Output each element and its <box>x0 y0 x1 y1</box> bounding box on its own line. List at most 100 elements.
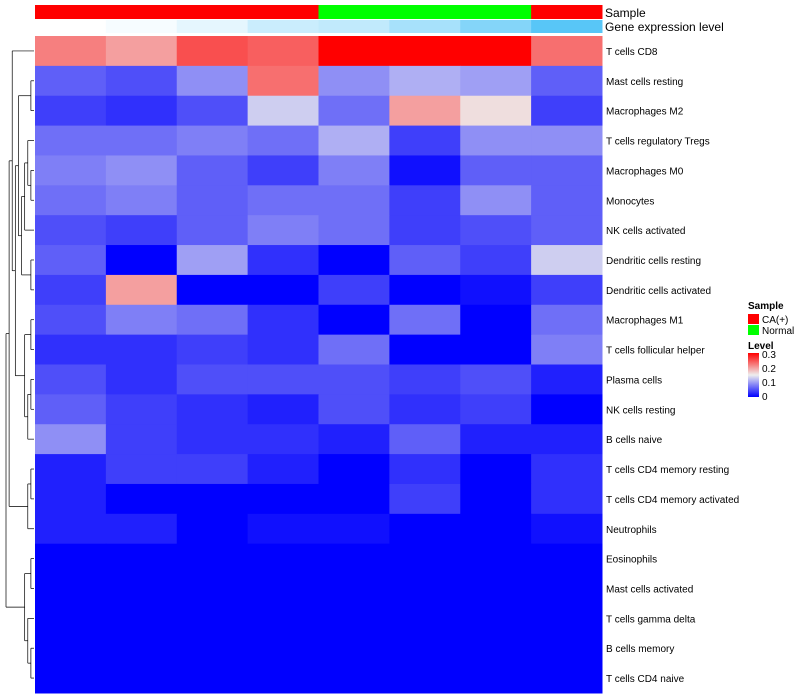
row-label: NK cells resting <box>606 405 675 416</box>
heatmap-cell <box>105 65 178 97</box>
annotation-expression-cell <box>389 20 461 33</box>
heatmap-cell <box>176 125 249 156</box>
heatmap-cell <box>247 65 319 97</box>
heatmap-cell <box>460 334 532 365</box>
heatmap-cell <box>389 633 461 664</box>
heatmap-cell <box>176 155 249 186</box>
heatmap-cell <box>318 513 390 545</box>
heatmap-cell <box>460 573 532 604</box>
heatmap-cell <box>105 663 178 694</box>
heatmap-cell <box>35 633 107 664</box>
heatmap-cell <box>389 185 461 216</box>
heatmap-cell <box>176 65 249 97</box>
legend-tick-0.2: 0.2 <box>762 364 776 375</box>
heatmap-cell <box>531 245 603 276</box>
row-dendrogram <box>5 50 34 679</box>
row-label: Macrophages M2 <box>606 107 684 118</box>
heatmap-cell <box>460 65 532 97</box>
heatmap-cell <box>318 36 390 67</box>
legend-tick-0.3: 0.3 <box>762 350 776 361</box>
heatmap-cell <box>105 95 178 127</box>
heatmap-cell <box>176 394 249 425</box>
heatmap-cell <box>105 245 178 276</box>
row-label: T cells CD4 naive <box>606 674 685 685</box>
heatmap-cell <box>247 185 319 216</box>
heatmap-cell <box>35 125 107 156</box>
heatmap-cell <box>105 483 178 515</box>
annotation-expression-cell <box>105 20 178 33</box>
annotation-bars <box>35 5 603 33</box>
heatmap-cell <box>247 573 319 604</box>
annotation-sample-cell <box>247 5 319 19</box>
annotation-expression-cell <box>318 20 390 33</box>
heatmap-cell <box>318 155 390 186</box>
heatmap-cell <box>460 543 532 575</box>
heatmap-cell <box>35 304 107 336</box>
legend-tick-0: 0 <box>762 392 768 403</box>
heatmap-cell <box>389 483 461 515</box>
heatmap-cell <box>247 95 319 127</box>
heatmap-cell <box>389 394 461 425</box>
row-label: B cells naive <box>606 435 663 446</box>
heatmap-cell <box>531 95 603 127</box>
heatmap-cell <box>531 603 603 634</box>
heatmap-cell <box>35 274 107 306</box>
heatmap-cell <box>460 36 532 67</box>
row-label: T cells CD4 memory activated <box>606 495 739 506</box>
heatmap-cell <box>247 394 319 425</box>
heatmap-cell <box>531 304 603 336</box>
heatmap-cell <box>35 364 107 395</box>
heatmap-cell <box>35 185 107 216</box>
heatmap-cell <box>531 36 603 67</box>
annotation-sample-cell <box>318 5 390 19</box>
heatmap-cell <box>35 215 107 246</box>
row-label: Macrophages M0 <box>606 166 684 177</box>
heatmap-cell <box>389 95 461 127</box>
annotation-sample-cell <box>176 5 249 19</box>
heatmap-cell <box>247 304 319 336</box>
heatmap-cell <box>389 603 461 634</box>
row-label: Dendritic cells resting <box>606 256 701 267</box>
heatmap-cell <box>105 215 178 246</box>
legend-item-normal: Normal <box>762 326 794 337</box>
heatmap-cell <box>460 633 532 664</box>
heatmap-cell <box>389 155 461 186</box>
heatmap-cell <box>531 394 603 425</box>
heatmap-cell <box>247 663 319 694</box>
heatmap-cell <box>176 573 249 604</box>
heatmap-cell <box>247 155 319 186</box>
heatmap-cell <box>105 334 178 365</box>
heatmap-cell <box>318 334 390 365</box>
heatmap-cell <box>389 274 461 306</box>
heatmap-cell <box>247 36 319 67</box>
heatmap-cell <box>247 364 319 395</box>
heatmap-cell <box>318 274 390 306</box>
heatmap-cell <box>531 573 603 604</box>
heatmap-cell <box>35 36 107 67</box>
heatmap-cell <box>531 65 603 97</box>
heatmap-cell <box>247 125 319 156</box>
row-label: T cells follicular helper <box>606 346 705 357</box>
heatmap-cell <box>318 95 390 127</box>
heatmap-cell <box>389 454 461 485</box>
heatmap-cell <box>460 185 532 216</box>
heatmap-cell <box>460 454 532 485</box>
heatmap-cell <box>176 424 249 455</box>
row-label: T cells gamma delta <box>606 614 696 625</box>
heatmap-cell <box>318 394 390 425</box>
heatmap-cell <box>389 424 461 455</box>
row-label: Plasma cells <box>606 375 662 386</box>
legend-colorbar <box>748 353 759 397</box>
legend-sample: Sample CA(+) Normal <box>748 301 794 337</box>
heatmap-cell <box>531 663 603 694</box>
heatmap-cell <box>35 483 107 515</box>
heatmap-cell <box>531 185 603 216</box>
heatmap-cell <box>460 663 532 694</box>
annotation-sample-cell <box>460 5 532 19</box>
heatmap-cell <box>35 65 107 97</box>
heatmap-cell <box>460 95 532 127</box>
row-label: B cells memory <box>606 644 674 655</box>
heatmap-cell <box>460 274 532 306</box>
heatmap-cell <box>318 633 390 664</box>
row-label: T cells CD8 <box>606 47 658 58</box>
